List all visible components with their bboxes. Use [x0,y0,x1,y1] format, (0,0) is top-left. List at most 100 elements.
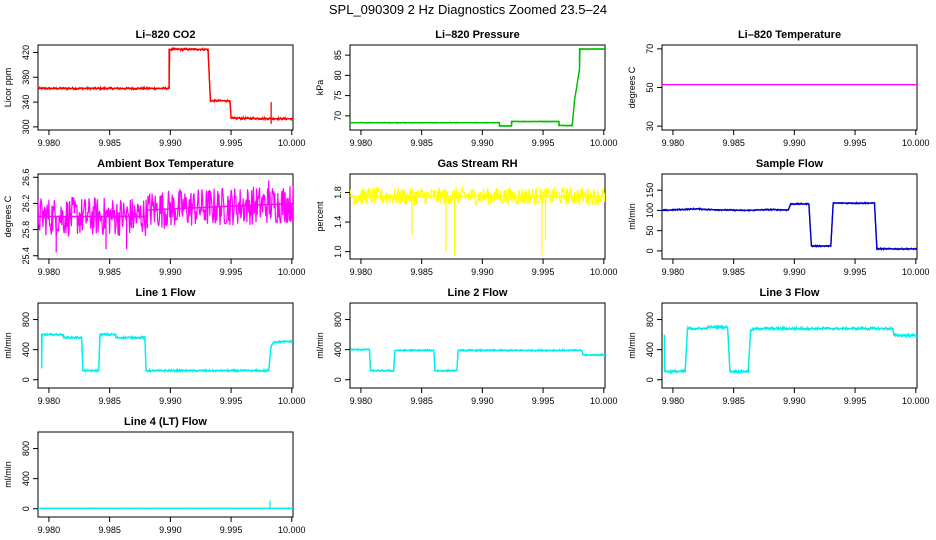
series-line [350,185,605,207]
x-tick-label: 10.000 [278,396,306,406]
series-line [350,48,605,127]
chart-title: Line 4 (LT) Flow [124,416,207,428]
y-tick-label: 150 [645,183,655,198]
y-tick-label: 0 [645,248,655,253]
x-tick-label: 9.995 [220,525,243,535]
x-tick-label: 9.995 [220,138,243,148]
series-line [662,201,917,252]
series-line [38,46,293,122]
y-tick-label: 400 [21,342,31,357]
chart-title: Line 3 Flow [760,287,820,299]
x-tick-label: 9.995 [532,267,555,277]
y-tick-label: 70 [333,111,343,121]
x-tick-label: 9.990 [783,396,806,406]
x-tick-label: 9.980 [38,396,61,406]
chart-title: Gas Stream RH [437,158,517,170]
x-tick-label: 9.990 [783,267,806,277]
chart-title: Li–820 Temperature [738,29,841,41]
x-tick-label: 9.985 [410,138,433,148]
y-tick-label: 25.8 [21,221,31,239]
x-tick-label: 10.000 [590,138,618,148]
chart-title: Line 2 Flow [448,287,508,299]
y-tick-label: 80 [333,70,343,80]
x-tick-label: 10.000 [902,267,930,277]
series-line [350,348,605,372]
series-line [350,347,605,374]
plot-frame [37,431,294,518]
x-tick-label: 9.990 [471,267,494,277]
x-tick-label: 9.990 [471,138,494,148]
y-axis-label: ml/min [627,332,637,359]
chart-title: Li–820 Pressure [435,29,519,41]
series-line [663,326,917,373]
x-tick-label: 9.990 [159,267,182,277]
x-tick-label: 9.990 [159,396,182,406]
chart-panel: Line 4 (LT) Flow ml/min 9.980 9.985 9.990 9.9… [3,416,306,535]
x-tick-label: 9.985 [98,525,121,535]
chart-title: Ambient Box Temperature [97,158,234,170]
series-line [350,47,605,127]
x-tick-label: 9.980 [662,396,685,406]
x-tick-label: 9.995 [844,138,867,148]
y-tick-label: 0 [645,377,655,382]
y-tick-label: 1.8 [333,186,343,199]
y-tick-label: 85 [333,50,343,60]
chart-title: Sample Flow [756,158,824,170]
x-tick-label: 9.985 [98,138,121,148]
y-tick-label: 50 [645,82,655,92]
y-tick-label: 100 [645,203,655,218]
x-tick-label: 9.990 [159,138,182,148]
plot-frame [349,173,606,260]
y-tick-label: 26.6 [21,169,31,187]
x-tick-label: 10.000 [902,396,930,406]
plot-frame [661,173,918,260]
y-tick-label: 300 [21,119,31,134]
y-axis-label: ml/min [315,332,325,359]
chart-panel: Line 2 Flow ml/min 9.980 9.985 9.990 9.995 10.… [315,287,618,406]
chart-panel: Sample Flow ml/min 9.980 9.985 9.990 9.995 10.… [627,158,930,277]
plot-frame [37,302,294,389]
series-line [38,507,293,510]
y-axis-label: Licor ppm [3,68,13,108]
x-tick-label: 9.980 [38,267,61,277]
plot-frame [37,44,294,131]
y-tick-label: 400 [21,471,31,486]
chart-panel: Line 1 Flow ml/min 9.980 9.985 9.990 9.995 10.… [3,287,306,406]
x-tick-label: 9.995 [532,396,555,406]
plot-frame [349,302,606,389]
y-tick-label: 800 [21,312,31,327]
chart-panel: Li–820 Pressure kPa 9.980 9.985 9.990 9.995 10… [315,29,618,148]
series-line [40,333,293,372]
x-tick-label: 9.980 [38,525,61,535]
y-tick-label: 1.4 [333,216,343,229]
plot-frame [661,44,918,131]
y-tick-label: 800 [21,441,31,456]
x-tick-label: 9.995 [220,396,243,406]
plot-frame [661,302,918,389]
x-tick-label: 9.985 [410,396,433,406]
y-tick-label: 420 [21,45,31,60]
plot-frame [349,44,606,131]
y-tick-label: 400 [645,342,655,357]
chart-panel: Li–820 CO2 Licor ppm 9.980 9.985 9.990 9.995 1… [3,29,306,148]
y-tick-label: 25.4 [21,247,31,265]
y-tick-label: 70 [645,44,655,54]
x-tick-label: 10.000 [278,138,306,148]
y-tick-label: 75 [333,91,343,101]
y-axis-label: ml/min [3,332,13,359]
x-tick-label: 9.995 [844,267,867,277]
chart-panel: Li–820 Temperature degrees C 9.980 9.985 9.9… [627,29,930,148]
x-tick-label: 9.990 [159,525,182,535]
x-tick-label: 10.000 [590,396,618,406]
series-line [662,202,917,250]
chart-panel: Gas Stream RH percent 9.980 9.985 9.990 9.995… [315,158,618,277]
x-tick-label: 9.985 [98,396,121,406]
y-axis-label: kPa [315,80,325,96]
chart-panel: Line 3 Flow ml/min 9.980 9.985 9.990 9.995 10.… [627,287,930,406]
y-tick-label: 0 [21,506,31,511]
x-tick-label: 9.980 [350,267,373,277]
x-tick-label: 9.980 [350,138,373,148]
x-tick-label: 10.000 [278,525,306,535]
x-tick-label: 9.995 [844,396,867,406]
x-tick-label: 9.995 [532,138,555,148]
